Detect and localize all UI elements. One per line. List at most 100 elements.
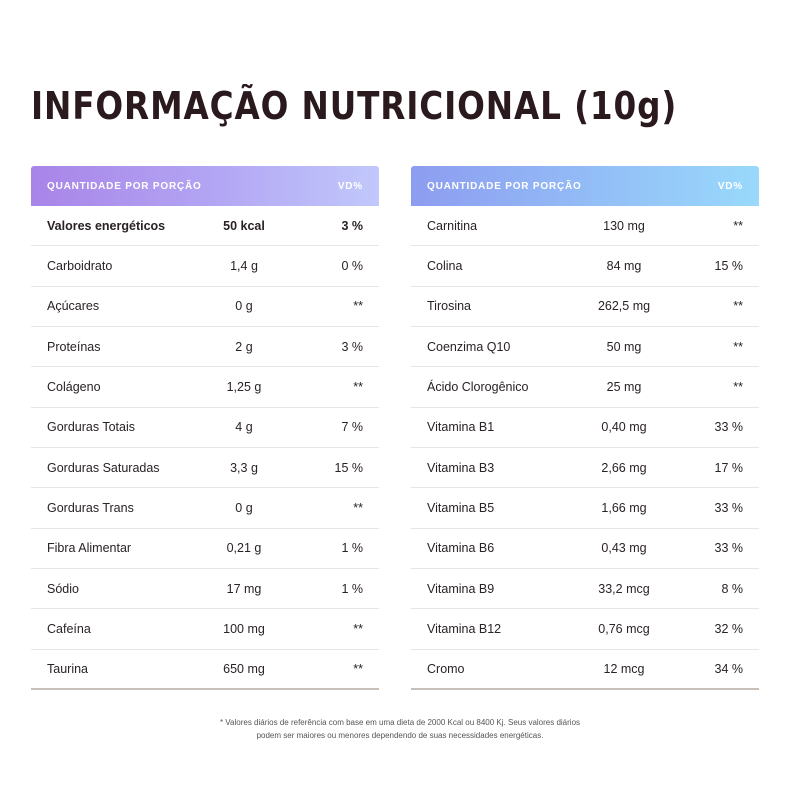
nutrient-vd: ** (353, 621, 363, 636)
footnote-line-2: podem ser maiores ou menores dependendo … (256, 731, 544, 740)
table-row: Carboidrato 1,4 g 0 % (31, 246, 379, 287)
nutrient-name: Sódio (47, 581, 79, 596)
nutrient-vd: 33 % (714, 541, 744, 556)
nutrient-vd: 15 % (334, 460, 364, 475)
nutrient-amount: 0 g (235, 500, 253, 515)
nutrient-vd: ** (733, 218, 743, 233)
nutrient-vd: 8 % (721, 581, 743, 596)
nutrient-vd: 1 % (341, 541, 363, 556)
nutrient-name: Açúcares (47, 299, 100, 314)
nutrient-name: Fibra Alimentar (47, 541, 132, 556)
table-row: Vitamina B9 33,2 mcg 8 % (411, 569, 759, 610)
nutrient-name: Valores energéticos (47, 218, 166, 233)
nutrient-vd: 33 % (714, 500, 744, 515)
table-row: Tirosina 262,5 mg ** (411, 287, 759, 327)
table-header: QUANTIDADE POR PORÇÃO VD% (31, 166, 379, 206)
table-row: Sódio 17 mg 1 % (31, 569, 379, 610)
nutrient-vd: 1 % (341, 581, 363, 596)
nutrient-amount: 262,5 mg (597, 299, 651, 314)
nutrient-name: Vitamina B12 (427, 621, 502, 636)
nutrient-amount: 33,2 mcg (598, 581, 650, 596)
footnote-line-1: * Valores diários de referência com base… (219, 718, 581, 727)
nutrition-table-right: QUANTIDADE POR PORÇÃO VD% Carnitina 130 m… (411, 166, 759, 690)
table-row: Açúcares 0 g ** (31, 287, 379, 327)
nutrient-amount: 100 mg (223, 621, 265, 636)
table-row: Vitamina B12 0,76 mcg 32 % (411, 609, 759, 650)
table-row: Colina 84 mg 15 % (411, 246, 759, 287)
nutrient-name: Vitamina B5 (427, 500, 495, 515)
nutrient-vd: ** (353, 379, 363, 394)
table-rows: Carnitina 130 mg ** Colina 84 mg 15 % Tirosina… (411, 206, 759, 690)
nutrient-name: Gorduras Trans (47, 500, 134, 515)
nutrient-amount: 50 mg (606, 339, 642, 354)
nutrient-amount: 130 mg (603, 218, 645, 233)
nutrient-vd: 15 % (714, 258, 744, 273)
nutrient-name: Proteínas (47, 339, 101, 354)
table-header: QUANTIDADE POR PORÇÃO VD% (411, 166, 759, 206)
table-row: Proteínas 2 g 3 % (31, 327, 379, 368)
table-row: Vitamina B3 2,66 mg 17 % (411, 448, 759, 489)
header-vd: VD% (337, 180, 363, 192)
table-row: Ácido Clorogênico 25 mg ** (411, 367, 759, 408)
header-vd: VD% (717, 180, 743, 192)
nutrient-vd: 17 % (714, 460, 744, 475)
table-row: Taurina 650 mg ** (31, 650, 379, 690)
nutrient-name: Gorduras Saturadas (47, 460, 160, 475)
nutrient-amount: 2,66 mg (601, 460, 647, 475)
table-row: Vitamina B5 1,66 mg 33 % (411, 488, 759, 529)
nutrient-amount: 25 mg (606, 379, 642, 394)
nutrient-name: Vitamina B3 (427, 460, 495, 475)
nutrient-amount: 1,4 g (230, 258, 258, 273)
table-row: Valores energéticos 50 kcal 3 % (31, 206, 379, 247)
nutrient-name: Colágeno (47, 379, 101, 394)
nutrient-amount: 0,43 mg (601, 541, 647, 556)
nutrient-amount: 0,76 mcg (598, 621, 650, 636)
nutrient-name: Taurina (47, 661, 88, 676)
table-row: Gorduras Trans 0 g ** (31, 488, 379, 529)
nutrient-name: Colina (427, 258, 463, 273)
nutrient-name: Carboidrato (47, 258, 113, 273)
nutrient-vd: ** (733, 339, 743, 354)
nutrient-vd: ** (733, 299, 743, 314)
nutrient-vd: 32 % (714, 621, 744, 636)
nutrient-vd: ** (353, 299, 363, 314)
nutrient-vd: 33 % (714, 420, 744, 435)
nutrient-amount: 17 mg (226, 581, 262, 596)
nutrient-name: Gorduras Totais (47, 420, 136, 435)
table-row: Carnitina 130 mg ** (411, 206, 759, 247)
nutrient-name: Cafeína (47, 621, 91, 636)
nutrient-vd: 3 % (341, 218, 363, 233)
nutrient-amount: 50 kcal (223, 218, 265, 233)
nutrient-name: Tirosina (427, 299, 471, 314)
nutrient-amount: 1,66 mg (601, 500, 647, 515)
table-row: Vitamina B6 0,43 mg 33 % (411, 529, 759, 569)
nutrient-vd: 7 % (341, 420, 363, 435)
nutrient-amount: 12 mcg (603, 661, 645, 676)
nutrient-amount: 2 g (235, 339, 253, 354)
nutrient-amount: 84 mg (606, 258, 642, 273)
page-title: INFORMAÇÃO NUTRICIONAL (10g) (31, 84, 678, 128)
table-rows: Valores energéticos 50 kcal 3 % Carboidrato… (31, 206, 379, 690)
nutrient-name: Carnitina (427, 218, 478, 233)
nutrient-name: Vitamina B6 (427, 541, 495, 556)
nutrient-vd: 3 % (341, 339, 363, 354)
table-row: Gorduras Totais 4 g 7 % (31, 408, 379, 448)
header-label: QUANTIDADE POR PORÇÃO (47, 180, 202, 192)
nutrient-amount: 650 mg (223, 661, 265, 676)
table-row: Gorduras Saturadas 3,3 g 15 % (31, 448, 379, 489)
nutrient-name: Ácido Clorogênico (427, 379, 529, 394)
table-row: Colágeno 1,25 g ** (31, 367, 379, 408)
nutrient-amount: 4 g (235, 420, 253, 435)
nutrient-amount: 1,25 g (226, 379, 262, 394)
table-row: Vitamina B1 0,40 mg 33 % (411, 408, 759, 448)
footnote: * Valores diários de referência com base… (100, 716, 700, 742)
nutrient-amount: 0 g (235, 299, 253, 314)
table-row: Cromo 12 mcg 34 % (411, 650, 759, 690)
nutrient-name: Coenzima Q10 (427, 339, 511, 354)
table-row: Cafeína 100 mg ** (31, 609, 379, 650)
nutrient-name: Vitamina B1 (427, 420, 495, 435)
nutrient-vd: 0 % (341, 258, 363, 273)
nutrient-vd: ** (353, 661, 363, 676)
nutrient-amount: 0,40 mg (601, 420, 647, 435)
nutrient-amount: 0,21 g (226, 541, 262, 556)
